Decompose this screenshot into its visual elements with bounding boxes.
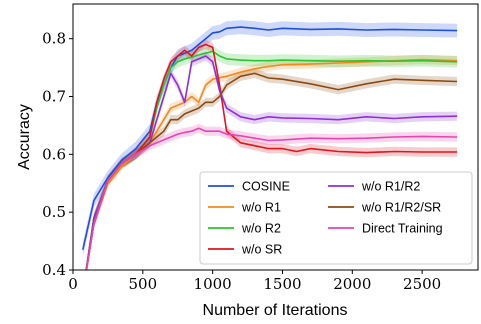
x-tick-label-5: 2500 xyxy=(403,275,441,293)
legend-box xyxy=(199,171,473,265)
x-tick-label-1: 500 xyxy=(129,275,158,293)
x-axis: 0 500 1000 1500 2000 2500 xyxy=(68,270,441,293)
band-1 xyxy=(85,54,458,270)
y-axis-title: Accuracy xyxy=(16,104,33,170)
legend-label-0: COSINE xyxy=(242,180,290,194)
series-line-0 xyxy=(82,26,458,250)
x-tick-label-0: 0 xyxy=(68,275,78,293)
series-line-5 xyxy=(85,72,458,270)
series-line-6 xyxy=(85,127,458,270)
x-tick-label-4: 2000 xyxy=(333,275,371,293)
y-tick-label-1: 0.5 xyxy=(42,203,66,221)
legend-label-4: w/o R2 xyxy=(241,222,281,236)
y-tick-label-0: 0.4 xyxy=(42,261,66,279)
y-tick-label-3: 0.7 xyxy=(42,88,66,106)
legend-label-1: w/o R1/R2 xyxy=(361,180,420,194)
legend-label-6: w/o SR xyxy=(241,243,282,257)
legend-label-2: w/o R1 xyxy=(241,201,281,215)
legend: COSINE w/o R1/R2 w/o R1 w/o R1/R2/SR w/o R2 D… xyxy=(199,171,473,265)
y-tick-label-4: 0.8 xyxy=(42,30,66,48)
legend-label-5: Direct Training xyxy=(362,222,443,236)
band-6 xyxy=(85,123,458,270)
y-axis: 0.4 0.5 0.6 0.7 0.8 xyxy=(42,30,73,279)
plot-frame xyxy=(72,3,479,271)
legend-label-3: w/o R1/R2/SR xyxy=(361,201,441,215)
band-3 xyxy=(85,39,458,270)
series-line-3 xyxy=(85,43,458,270)
y-tick-label-2: 0.6 xyxy=(42,145,66,163)
x-tick-label-2: 1000 xyxy=(194,275,232,293)
x-tick-label-3: 1500 xyxy=(263,275,301,293)
x-axis-title: Number of Iterations xyxy=(203,302,348,319)
series-lines xyxy=(82,26,458,270)
